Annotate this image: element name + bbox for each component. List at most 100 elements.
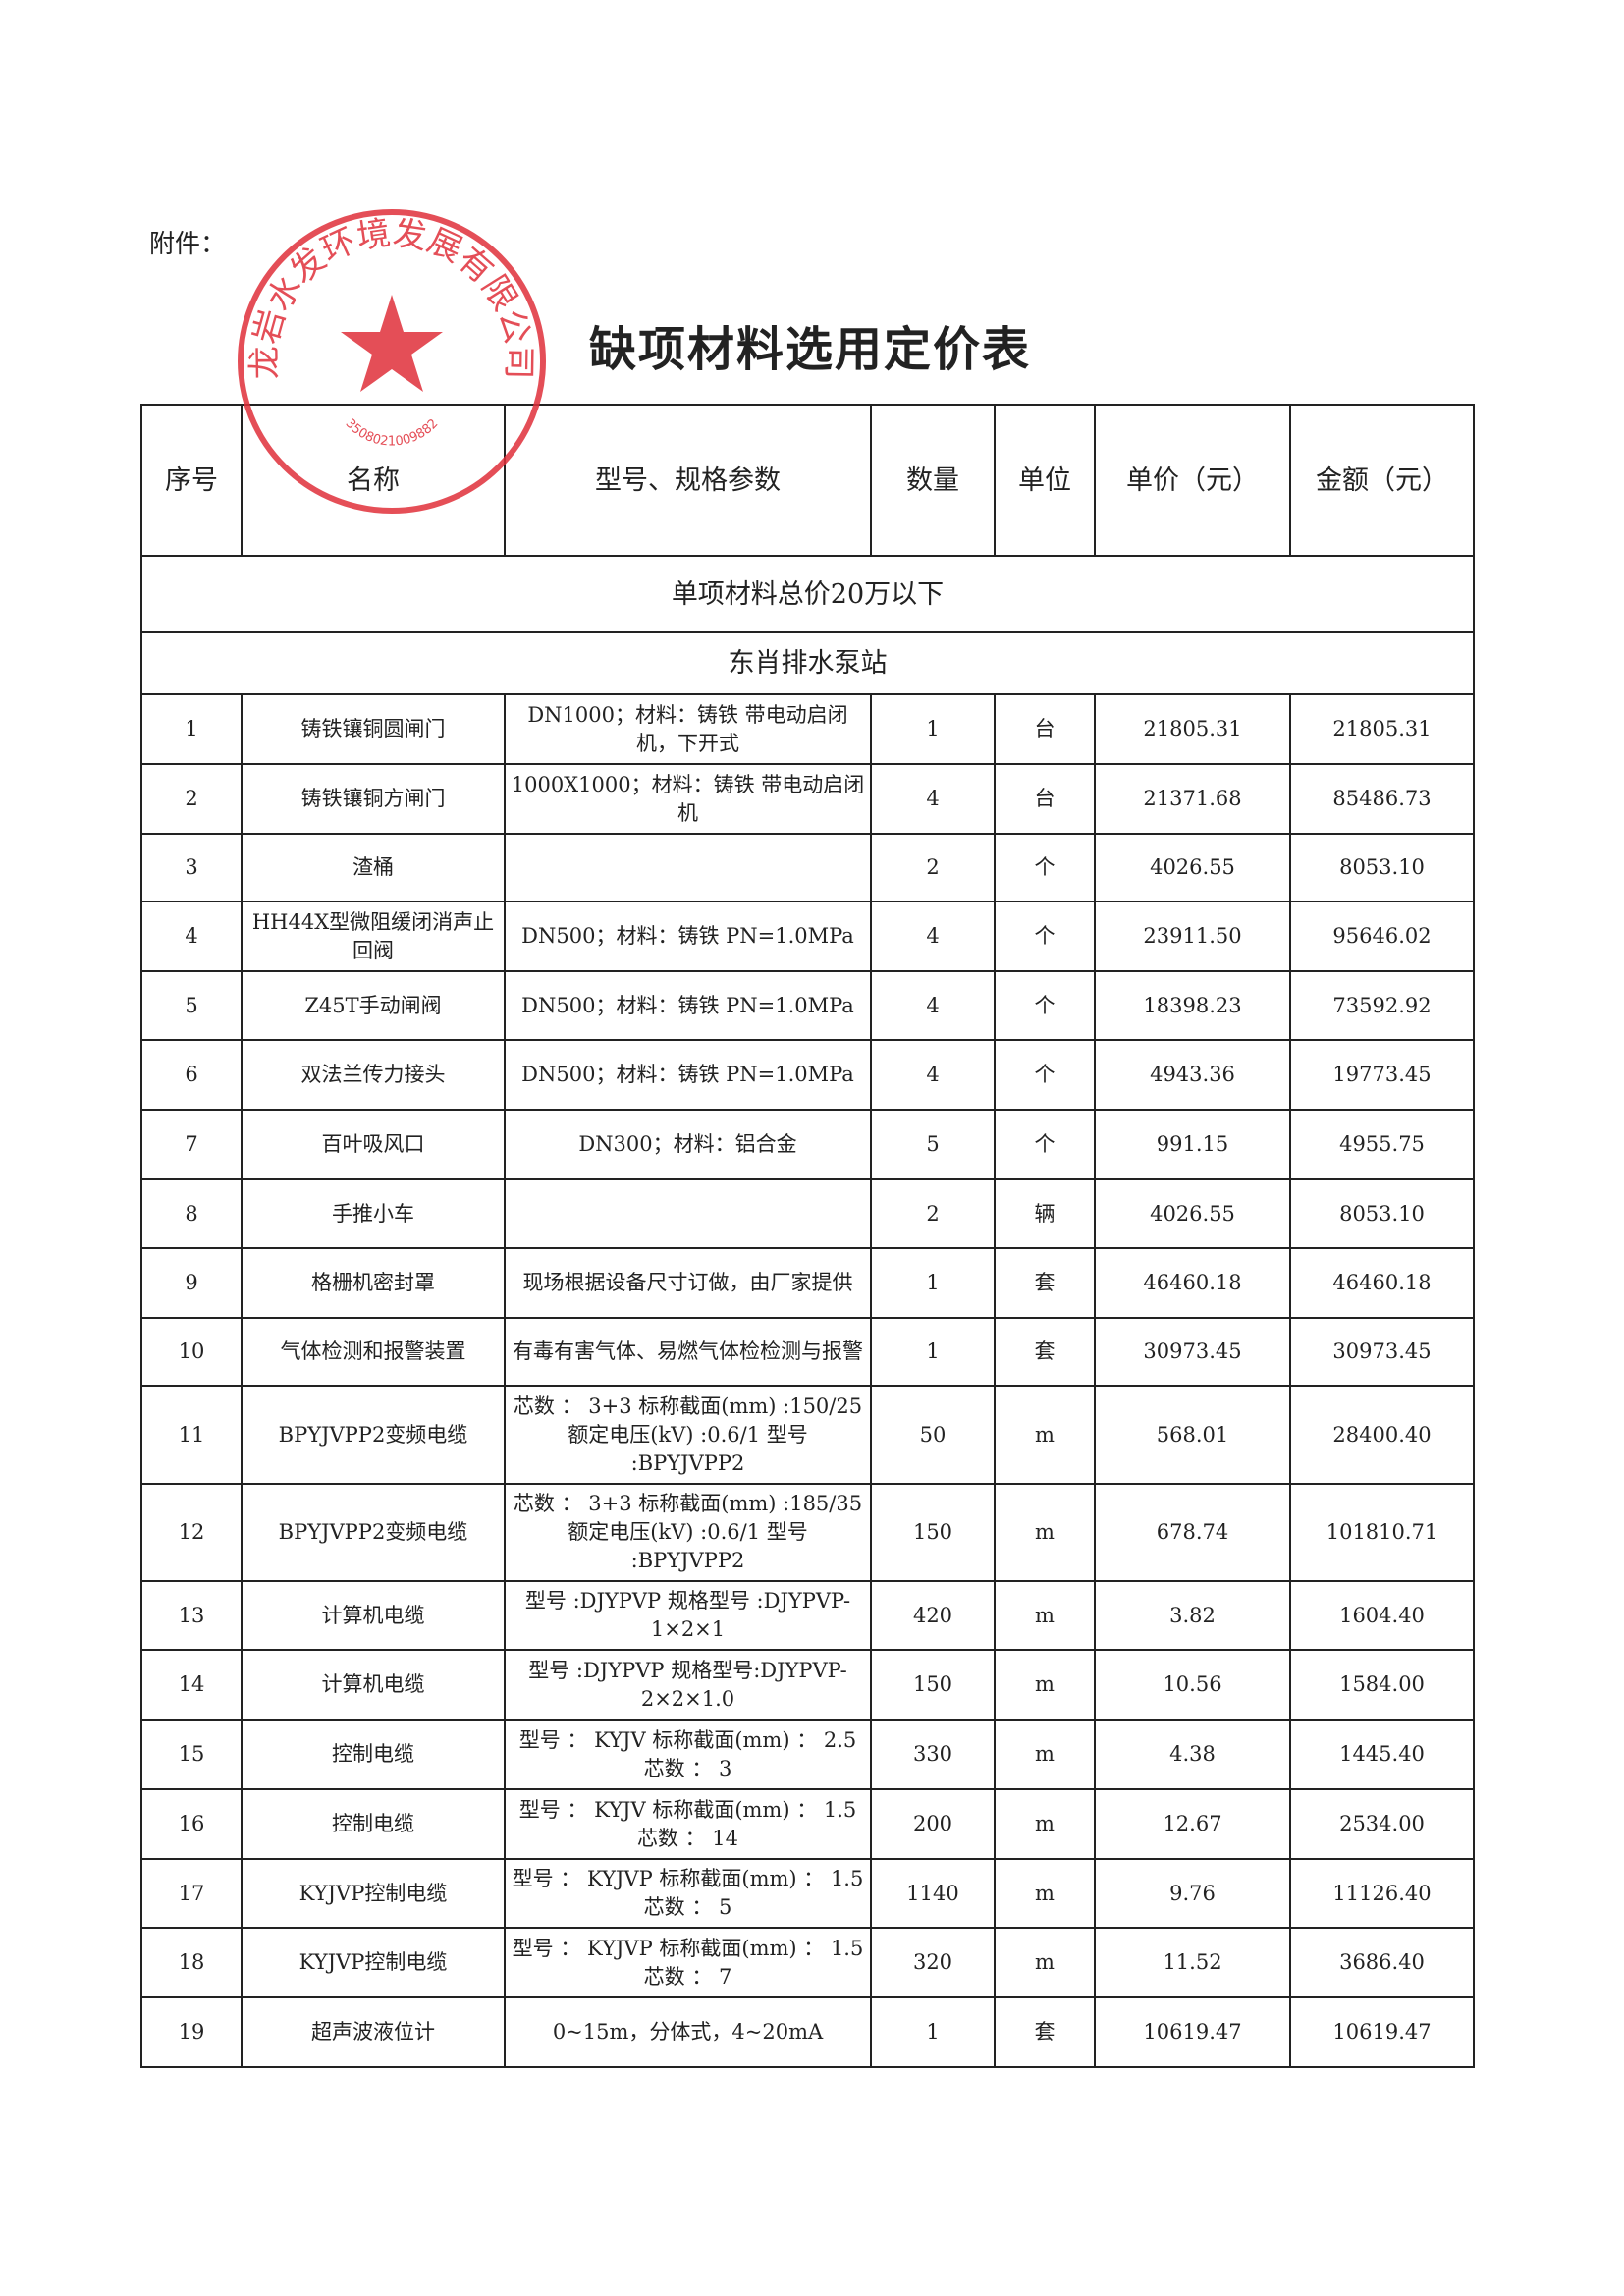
cell-price: 9.76 xyxy=(1094,1858,1291,1929)
header-cell: 单位 xyxy=(994,404,1096,557)
cell-no: 7 xyxy=(140,1109,243,1180)
cell-name: 双法兰传力接头 xyxy=(241,1039,506,1111)
cell-no: 5 xyxy=(140,970,243,1041)
cell-unit: 个 xyxy=(994,1039,1096,1111)
cell-price: 4943.36 xyxy=(1094,1039,1291,1111)
star-icon xyxy=(341,295,443,392)
header-cell: 金额（元） xyxy=(1289,404,1475,557)
attachment-label: 附件： xyxy=(149,230,227,259)
cell-no: 16 xyxy=(140,1788,243,1860)
cell-name: 格栅机密封罩 xyxy=(241,1247,506,1319)
cell-spec: 芯数 ： 3+3 标称截面(mm) :185/35 额定电压(kV) :0.6/… xyxy=(504,1483,872,1582)
cell-amount: 2534.00 xyxy=(1289,1788,1475,1860)
cell-name: 气体检测和报警装置 xyxy=(241,1317,506,1387)
table-row: 6 双法兰传力接头 DN500；材料：铸铁 PN=1.0MPa 4 个 4943.36 19… xyxy=(140,1039,1475,1111)
cell-price: 23911.50 xyxy=(1094,901,1291,972)
table-row: 4 HH44X型微阻缓闭消声止回阀 DN500；材料：铸铁 PN=1.0MPa 4 个 2… xyxy=(140,901,1475,972)
cell-spec: 1000X1000；材料：铸铁 带电动启闭机 xyxy=(504,763,872,835)
cell-amount: 101810.71 xyxy=(1289,1483,1475,1582)
cell-qty: 4 xyxy=(870,901,996,972)
table-row: 13 计算机电缆 型号 :DJYPVP 规格型号 :DJYPVP-1×2×1 420 m… xyxy=(140,1580,1475,1651)
table-row: 5 Z45T手动闸阀 DN500；材料：铸铁 PN=1.0MPa 4 个 18398.23… xyxy=(140,970,1475,1041)
cell-qty: 4 xyxy=(870,970,996,1041)
cell-name: 超声波液位计 xyxy=(241,1996,506,2068)
table-row: 11 BPYJVPP2变频电缆 芯数 ： 3+3 标称截面(mm) :150/25 … xyxy=(140,1385,1475,1485)
cell-no: 15 xyxy=(140,1719,243,1790)
table-row: 2 铸铁镶铜方闸门 1000X1000；材料：铸铁 带电动启闭机 4 台 21371.68… xyxy=(140,763,1475,835)
cell-qty: 2 xyxy=(870,833,996,902)
cell-qty: 5 xyxy=(870,1109,996,1180)
cell-no: 11 xyxy=(140,1385,243,1485)
table-row: 8 手推小车 2 辆 4026.55 8053.10 xyxy=(140,1178,1475,1249)
cell-qty: 2 xyxy=(870,1178,996,1249)
cell-name: 计算机电缆 xyxy=(241,1649,506,1721)
cell-spec: DN1000；材料：铸铁 带电动启闭机，下开式 xyxy=(504,693,872,765)
cell-no: 12 xyxy=(140,1483,243,1582)
cell-amount: 10619.47 xyxy=(1289,1996,1475,2068)
cell-spec: DN500；材料：铸铁 PN=1.0MPa xyxy=(504,970,872,1041)
cell-qty: 150 xyxy=(870,1649,996,1721)
cell-amount: 73592.92 xyxy=(1289,970,1475,1041)
cell-unit: 个 xyxy=(994,833,1096,902)
cell-price: 18398.23 xyxy=(1094,970,1291,1041)
cell-qty: 4 xyxy=(870,763,996,835)
cell-price: 21371.68 xyxy=(1094,763,1291,835)
cell-amount: 1445.40 xyxy=(1289,1719,1475,1790)
cell-price: 991.15 xyxy=(1094,1109,1291,1180)
cell-no: 19 xyxy=(140,1996,243,2068)
cell-spec: 型号 ： KYJVP 标称截面(mm) ： 1.5 芯数 ： 5 xyxy=(504,1858,872,1929)
table-row: 7 百叶吸风口 DN300；材料：铝合金 5 个 991.15 4955.75 xyxy=(140,1109,1475,1180)
cell-unit: m xyxy=(994,1858,1096,1929)
cell-name: BPYJVPP2变频电缆 xyxy=(241,1483,506,1582)
cell-qty: 1 xyxy=(870,1317,996,1387)
cell-qty: 50 xyxy=(870,1385,996,1485)
cell-unit: m xyxy=(994,1788,1096,1860)
cell-unit: m xyxy=(994,1580,1096,1651)
cell-amount: 21805.31 xyxy=(1289,693,1475,765)
cell-no: 6 xyxy=(140,1039,243,1111)
cell-spec: 型号 ： KYJV 标称截面(mm) ： 1.5 芯数 ： 14 xyxy=(504,1788,872,1860)
cell-spec: 现场根据设备尺寸订做，由厂家提供 xyxy=(504,1247,872,1319)
cell-no: 14 xyxy=(140,1649,243,1721)
cell-amount: 85486.73 xyxy=(1289,763,1475,835)
table-row: 14 计算机电缆 型号 :DJYPVP 规格型号:DJYPVP-2×2×1.0 150… xyxy=(140,1649,1475,1721)
cell-qty: 1 xyxy=(870,1247,996,1319)
page-title: 缺项材料选用定价表 xyxy=(589,322,1032,377)
cell-name: KYJVP控制电缆 xyxy=(241,1927,506,1998)
header-cell: 单价（元） xyxy=(1094,404,1291,557)
table-row: 18 KYJVP控制电缆 型号 ： KYJVP 标称截面(mm) ： 1.5 芯数 … xyxy=(140,1927,1475,1998)
cell-qty: 320 xyxy=(870,1927,996,1998)
subsection-row: 东肖排水泵站 xyxy=(140,631,1475,695)
cell-qty: 4 xyxy=(870,1039,996,1111)
table-row: 1 铸铁镶铜圆闸门 DN1000；材料：铸铁 带电动启闭机，下开式 1 台 21805.3… xyxy=(140,693,1475,765)
cell-name: KYJVP控制电缆 xyxy=(241,1858,506,1929)
cell-price: 12.67 xyxy=(1094,1788,1291,1860)
cell-no: 18 xyxy=(140,1927,243,1998)
cell-name: 控制电缆 xyxy=(241,1719,506,1790)
cell-amount: 30973.45 xyxy=(1289,1317,1475,1387)
cell-spec: 有毒有害气体、易燃气体检检测与报警 xyxy=(504,1317,872,1387)
cell-no: 9 xyxy=(140,1247,243,1319)
section-title: 单项材料总价20万以下 xyxy=(140,555,1475,633)
header-row: 序号 名称 型号、规格参数 数量 单位 单价（元） 金额（元） xyxy=(140,404,1475,557)
cell-amount: 1604.40 xyxy=(1289,1580,1475,1651)
cell-spec: 0~15m，分体式，4~20mA xyxy=(504,1996,872,2068)
cell-no: 10 xyxy=(140,1317,243,1387)
cell-amount: 8053.10 xyxy=(1289,1178,1475,1249)
header-cell: 序号 xyxy=(140,404,243,557)
cell-unit: m xyxy=(994,1649,1096,1721)
seal-name: 龙岩水发环境发展有限公司 xyxy=(245,213,538,379)
cell-price: 46460.18 xyxy=(1094,1247,1291,1319)
cell-price: 4026.55 xyxy=(1094,1178,1291,1249)
cell-price: 30973.45 xyxy=(1094,1317,1291,1387)
cell-no: 1 xyxy=(140,693,243,765)
cell-name: BPYJVPP2变频电缆 xyxy=(241,1385,506,1485)
cell-price: 4026.55 xyxy=(1094,833,1291,902)
cell-unit: m xyxy=(994,1927,1096,1998)
cell-qty: 1140 xyxy=(870,1858,996,1929)
cell-name: 百叶吸风口 xyxy=(241,1109,506,1180)
cell-amount: 4955.75 xyxy=(1289,1109,1475,1180)
cell-name: 手推小车 xyxy=(241,1178,506,1249)
cell-spec: DN500；材料：铸铁 PN=1.0MPa xyxy=(504,1039,872,1111)
